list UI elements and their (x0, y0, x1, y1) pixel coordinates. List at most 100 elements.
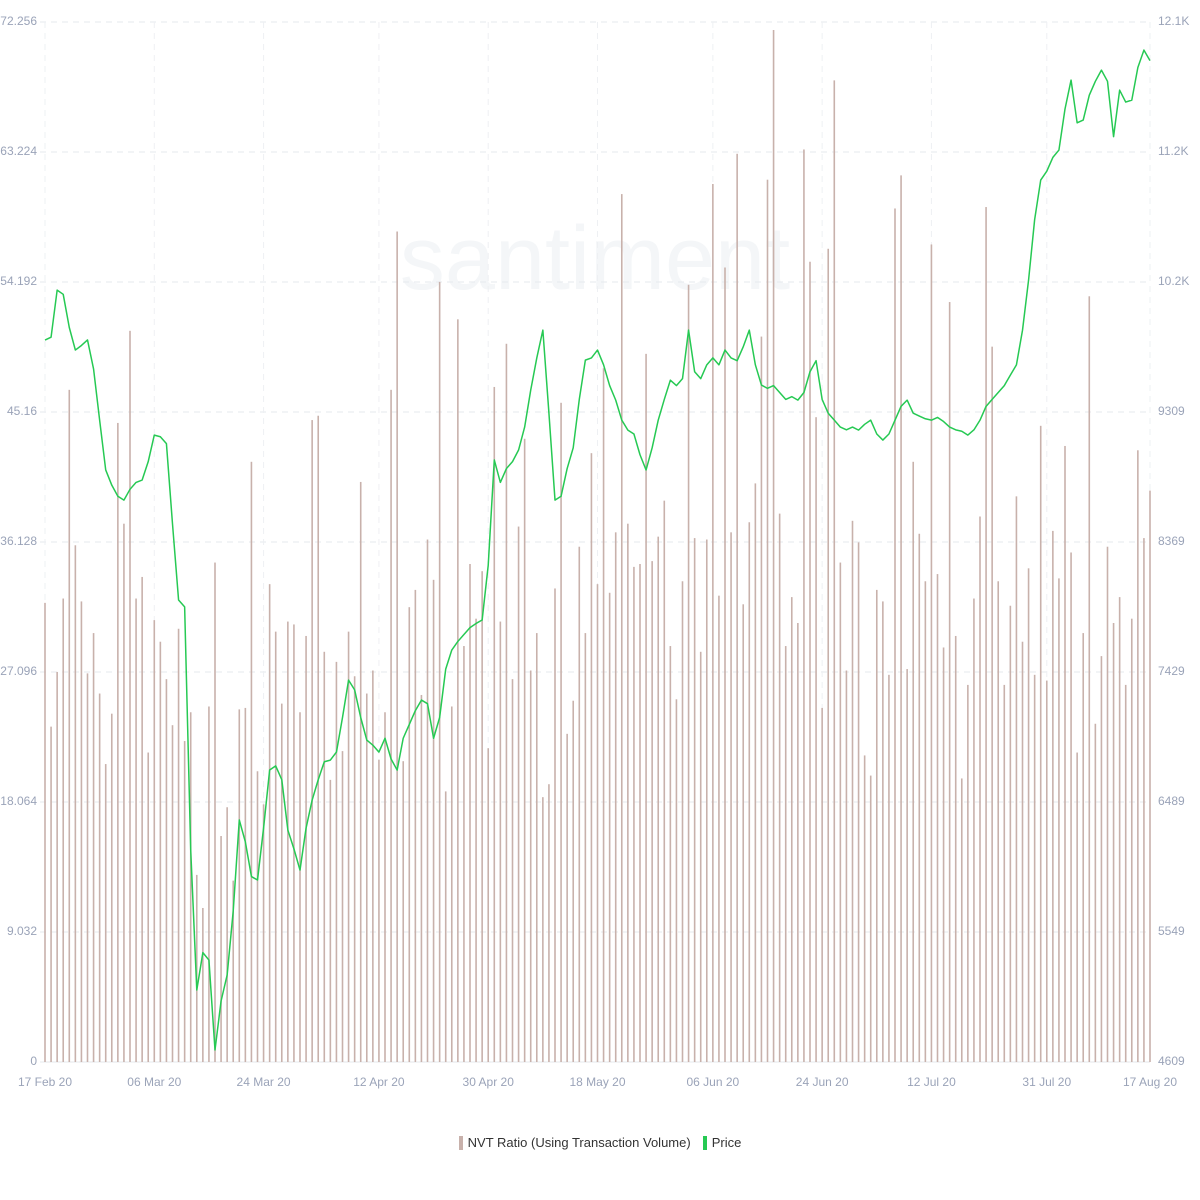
bar (1033, 674, 1036, 1062)
bar (760, 336, 763, 1062)
bar (347, 631, 350, 1062)
bar (590, 453, 593, 1062)
bar (481, 571, 483, 1062)
bar (803, 149, 805, 1062)
bar (238, 709, 241, 1062)
bar (1003, 684, 1006, 1062)
bar (384, 712, 386, 1062)
bar (208, 706, 210, 1062)
legend-swatch (702, 1135, 707, 1150)
bar (869, 775, 872, 1062)
bar (1100, 656, 1103, 1062)
bar (153, 620, 156, 1062)
bar (202, 907, 204, 1062)
bar (857, 542, 860, 1062)
bar (906, 669, 908, 1062)
bar (1118, 597, 1121, 1062)
bar (56, 671, 58, 1062)
bar (566, 733, 568, 1062)
bar (323, 651, 326, 1062)
bar (851, 520, 854, 1062)
y2-tick-label: 12.1K (1158, 14, 1189, 28)
price-line (44, 49, 1151, 1051)
bar (1112, 623, 1115, 1062)
bar (839, 562, 842, 1062)
legend-label: NVT Ratio (Using Transaction Volume) (467, 1135, 691, 1150)
bar (736, 153, 738, 1062)
bar (663, 500, 666, 1062)
bar (1082, 633, 1085, 1062)
bar (457, 319, 459, 1062)
bar (1027, 568, 1030, 1062)
bar (1015, 496, 1018, 1062)
y-tick-label: 54.192 (0, 274, 37, 288)
bar (669, 646, 672, 1062)
bar (1143, 538, 1145, 1062)
bar (365, 693, 368, 1062)
y2-tick-label: 10.2K (1158, 274, 1189, 288)
bar (1058, 578, 1060, 1062)
bar (499, 621, 502, 1062)
y2-tick-label: 4609 (1158, 1054, 1185, 1068)
bar (110, 713, 113, 1062)
bar (948, 302, 951, 1063)
bar (918, 533, 921, 1062)
bar (548, 784, 550, 1062)
bar (408, 607, 411, 1062)
x-tick-label: 17 Feb 20 (18, 1075, 72, 1089)
bar (68, 389, 71, 1063)
bar (1130, 618, 1133, 1062)
bar (1137, 450, 1139, 1062)
legend-swatch (458, 1135, 463, 1150)
x-tick-label: 18 May 20 (569, 1075, 625, 1089)
bar (353, 676, 356, 1062)
bar (614, 532, 617, 1062)
bar (62, 598, 65, 1062)
bar (250, 461, 253, 1062)
bar (220, 836, 222, 1062)
bar (123, 523, 125, 1062)
x-tick-label: 31 Jul 20 (1022, 1075, 1071, 1089)
bar (845, 670, 848, 1062)
bar (1149, 490, 1151, 1062)
y2-tick-label: 11.2K (1158, 144, 1188, 158)
bar (1070, 552, 1072, 1062)
bar (80, 601, 83, 1062)
bar (432, 579, 435, 1062)
chart: santiment 0 9.032 18.064 27.096 36.128 45.16 5… (0, 14, 1189, 1089)
bar (863, 755, 866, 1062)
bar (633, 566, 635, 1062)
y2-tick-label: 7429 (1158, 664, 1185, 678)
bar (985, 207, 987, 1062)
bar (875, 589, 878, 1062)
legend-item[interactable]: NVT Ratio (Using Transaction Volume) (458, 1135, 691, 1150)
bar (627, 523, 629, 1062)
bar (620, 194, 623, 1062)
bar (827, 248, 830, 1062)
legend-item[interactable]: Price (702, 1135, 741, 1150)
bar (274, 631, 277, 1062)
bar (1124, 684, 1127, 1062)
bar (378, 759, 380, 1062)
bar (991, 346, 993, 1063)
legend: NVT Ratio (Using Transaction Volume) Pric… (0, 1135, 1200, 1153)
y-tick-label: 63.224 (0, 144, 37, 158)
bar (699, 651, 702, 1062)
bar (888, 674, 890, 1062)
y-tick-label: 45.16 (7, 404, 37, 418)
bar (930, 244, 933, 1063)
bar (226, 807, 228, 1062)
bar (129, 330, 131, 1062)
bar (942, 647, 945, 1062)
bar (475, 618, 477, 1062)
bar (214, 562, 216, 1062)
bar (171, 725, 174, 1062)
bar (372, 670, 374, 1062)
watermark: santiment (400, 209, 790, 309)
x-tick-label: 12 Apr 20 (353, 1075, 405, 1089)
bar (396, 231, 398, 1062)
bar (287, 621, 289, 1062)
bar (809, 261, 811, 1063)
bar (572, 700, 575, 1062)
bar (1088, 296, 1091, 1062)
